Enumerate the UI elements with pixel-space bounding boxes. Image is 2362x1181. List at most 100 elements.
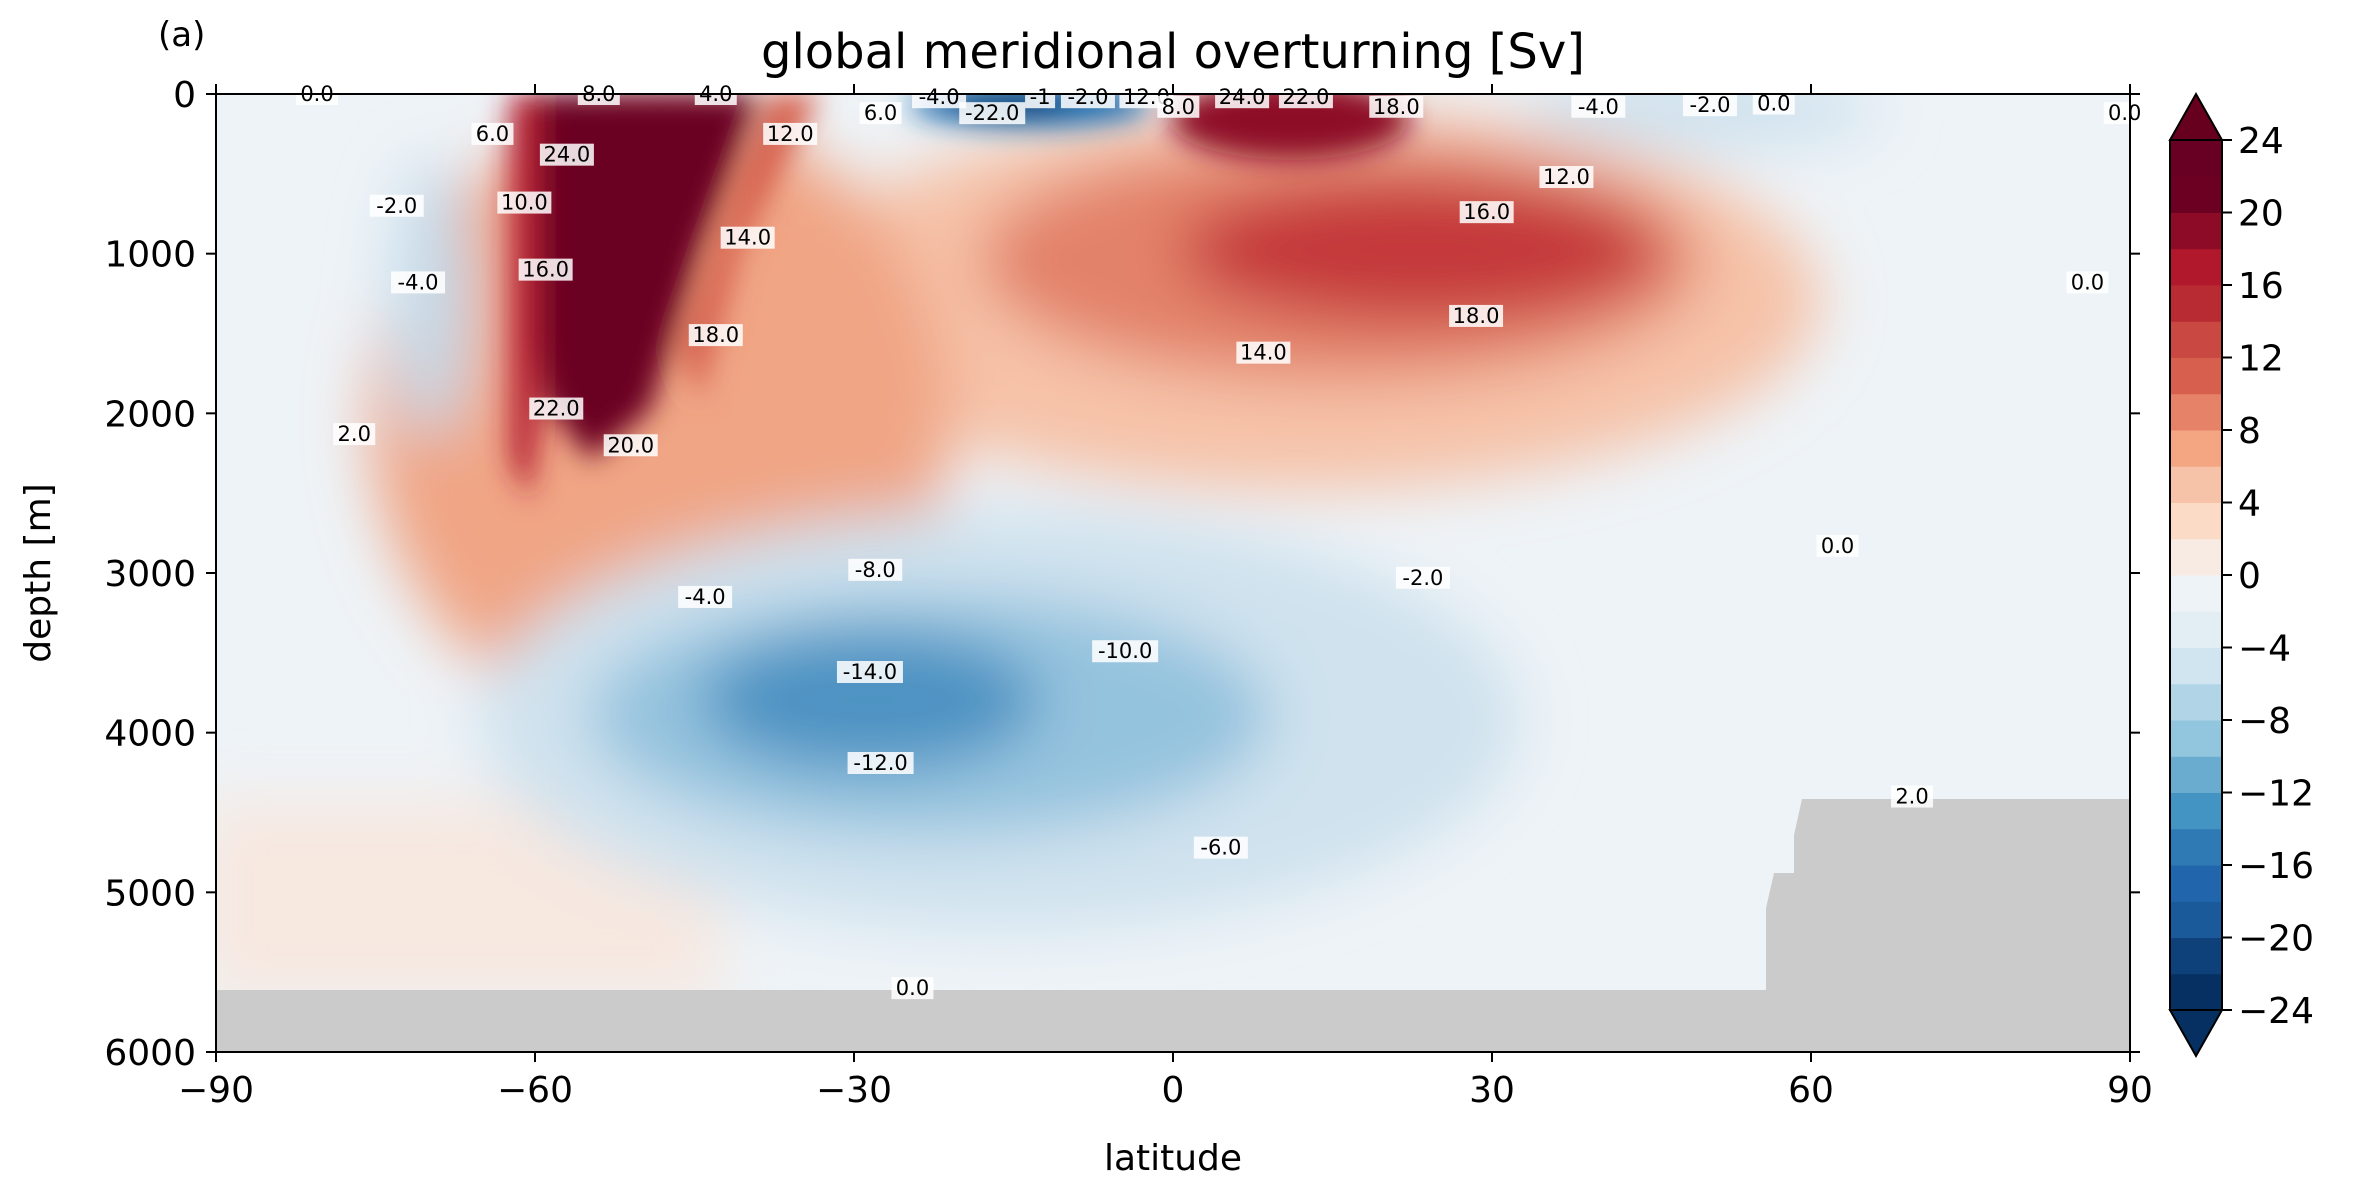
panel-label: (a) bbox=[158, 15, 205, 55]
svg-text:2.0: 2.0 bbox=[338, 422, 371, 446]
contour-label: 12.0 bbox=[1539, 165, 1594, 189]
svg-text:-2.0: -2.0 bbox=[376, 194, 417, 218]
contour-label: 6.0 bbox=[859, 101, 902, 125]
contour-label: 12.0 bbox=[763, 122, 818, 146]
contour-label: -1 bbox=[1025, 85, 1056, 109]
contour-label: 0.0 bbox=[1752, 92, 1795, 116]
contour-label: 0.0 bbox=[891, 976, 934, 1000]
colorbar-swatch bbox=[2170, 248, 2222, 286]
colorbar-tick-label: −24 bbox=[2238, 991, 2314, 1032]
svg-text:-22.0: -22.0 bbox=[965, 101, 1019, 125]
y-tick-label: 1000 bbox=[104, 235, 196, 276]
svg-text:-4.0: -4.0 bbox=[398, 270, 439, 294]
contour-label: 16.0 bbox=[1459, 200, 1514, 224]
y-tick-label: 4000 bbox=[104, 714, 196, 755]
svg-text:-1: -1 bbox=[1030, 85, 1051, 109]
svg-text:0.0: 0.0 bbox=[1821, 534, 1854, 558]
colorbar-swatch bbox=[2170, 502, 2222, 540]
contour-label: -2.0 bbox=[1395, 566, 1450, 590]
contour-label: -4.0 bbox=[912, 85, 967, 109]
land-mask bbox=[216, 799, 2130, 1052]
svg-text:12.0: 12.0 bbox=[767, 122, 814, 146]
contour-label: -8.0 bbox=[848, 558, 903, 582]
x-tick-label: −30 bbox=[816, 1070, 892, 1111]
svg-text:-14.0: -14.0 bbox=[843, 660, 897, 684]
contour-label: -10.0 bbox=[1092, 639, 1159, 663]
x-tick-label: −60 bbox=[497, 1070, 573, 1111]
contour-label: -22.0 bbox=[959, 101, 1026, 125]
svg-text:-4.0: -4.0 bbox=[919, 85, 960, 109]
svg-text:0.0: 0.0 bbox=[896, 976, 929, 1000]
svg-text:-4.0: -4.0 bbox=[1578, 95, 1619, 119]
svg-text:-12.0: -12.0 bbox=[853, 751, 907, 775]
colorbar-swatch bbox=[2170, 973, 2222, 1011]
svg-text:22.0: 22.0 bbox=[533, 397, 580, 421]
y-axis-title: depth [m] bbox=[18, 483, 59, 662]
contour-label: -4.0 bbox=[1571, 95, 1626, 119]
colorbar-swatch bbox=[2170, 430, 2222, 467]
svg-text:0.0: 0.0 bbox=[2108, 101, 2141, 125]
contour-label: -2.0 bbox=[1060, 85, 1115, 109]
colorbar-tick-label: −12 bbox=[2238, 774, 2314, 815]
svg-text:6.0: 6.0 bbox=[476, 122, 509, 146]
colorbar-swatch bbox=[2170, 937, 2222, 975]
contour-labels: 0.06.08.0 4.012.024.0-2.0 10.014.0-4.016.0… bbox=[296, 82, 2146, 1000]
svg-text:12.0: 12.0 bbox=[1543, 165, 1590, 189]
colorbar-swatch bbox=[2170, 828, 2222, 866]
colorbar-tick-label: 8 bbox=[2238, 411, 2261, 452]
colorbar-swatch bbox=[2170, 321, 2222, 358]
x-tick-label: 30 bbox=[1469, 1070, 1515, 1111]
contour-label: 0.0 bbox=[2066, 270, 2109, 294]
svg-text:10.0: 10.0 bbox=[501, 191, 548, 215]
contour-label: 2.0 bbox=[1891, 785, 1934, 809]
contour-label: -2.0 bbox=[369, 194, 424, 218]
svg-text:18.0: 18.0 bbox=[692, 323, 739, 347]
svg-text:6.0: 6.0 bbox=[864, 101, 897, 125]
colorbar-swatch bbox=[2170, 792, 2222, 830]
y-tick-label: 3000 bbox=[104, 554, 196, 595]
svg-text:16.0: 16.0 bbox=[522, 258, 569, 282]
y-tick-label: 0 bbox=[173, 75, 196, 116]
colorbar-swatch bbox=[2170, 212, 2222, 250]
colorbar-swatch bbox=[2170, 575, 2222, 612]
contour-label: 6.0 bbox=[471, 122, 514, 146]
svg-text:-2.0: -2.0 bbox=[1067, 85, 1108, 109]
y-tick-label: 5000 bbox=[104, 873, 196, 914]
svg-text:22.0: 22.0 bbox=[1283, 85, 1330, 109]
svg-text:-4.0: -4.0 bbox=[685, 585, 726, 609]
x-tick-label: −90 bbox=[178, 1070, 254, 1111]
colorbar-swatch bbox=[2170, 466, 2222, 503]
x-axis-title: latitude bbox=[1104, 1138, 1242, 1179]
svg-text:14.0: 14.0 bbox=[724, 226, 771, 250]
colorbar-tick-label: 24 bbox=[2238, 121, 2284, 162]
contour-label: 10.0 bbox=[497, 191, 552, 215]
svg-text:18.0: 18.0 bbox=[1373, 95, 1420, 119]
colorbar-swatch bbox=[2170, 176, 2222, 213]
colorbar-tick-label: 4 bbox=[2238, 484, 2261, 525]
contour-label: 22.0 bbox=[1278, 85, 1333, 109]
colorbar-tick-label: 12 bbox=[2238, 339, 2284, 380]
colorbar-swatch bbox=[2170, 538, 2222, 576]
svg-text:24.0: 24.0 bbox=[544, 143, 591, 167]
svg-text:-2.0: -2.0 bbox=[1689, 93, 1730, 117]
colorbar-swatch bbox=[2170, 140, 2222, 177]
svg-text:0.0: 0.0 bbox=[2071, 270, 2104, 294]
svg-text:-8.0: -8.0 bbox=[855, 558, 896, 582]
svg-text:14.0: 14.0 bbox=[1240, 341, 1287, 365]
contour-label: 14.0 bbox=[1236, 341, 1291, 365]
contour-label: -4.0 bbox=[391, 270, 446, 294]
colorbar-extend-max bbox=[2168, 91, 2224, 141]
contour-label: 18.0 bbox=[1369, 95, 1424, 119]
x-axis: −90 −60 −30 0 30 60 90 bbox=[178, 84, 2153, 1111]
colorbar-swatch bbox=[2170, 756, 2222, 793]
colorbar-swatch bbox=[2170, 683, 2222, 721]
y-axis: 0 1000 2000 3000 4000 5000 6000 bbox=[104, 75, 2140, 1074]
contour-label: 0.0 bbox=[1816, 534, 1859, 558]
colorbar-extend-min bbox=[2168, 1009, 2224, 1059]
contour-label: 2.0 bbox=[333, 422, 376, 446]
contour-label: 18.0 bbox=[688, 323, 743, 347]
contour-label: -6.0 bbox=[1193, 836, 1248, 860]
colorbar-tick-label: 16 bbox=[2238, 266, 2284, 307]
contour-label: 18.0 bbox=[1449, 304, 1504, 328]
contour-label: 14.0 bbox=[720, 226, 775, 250]
